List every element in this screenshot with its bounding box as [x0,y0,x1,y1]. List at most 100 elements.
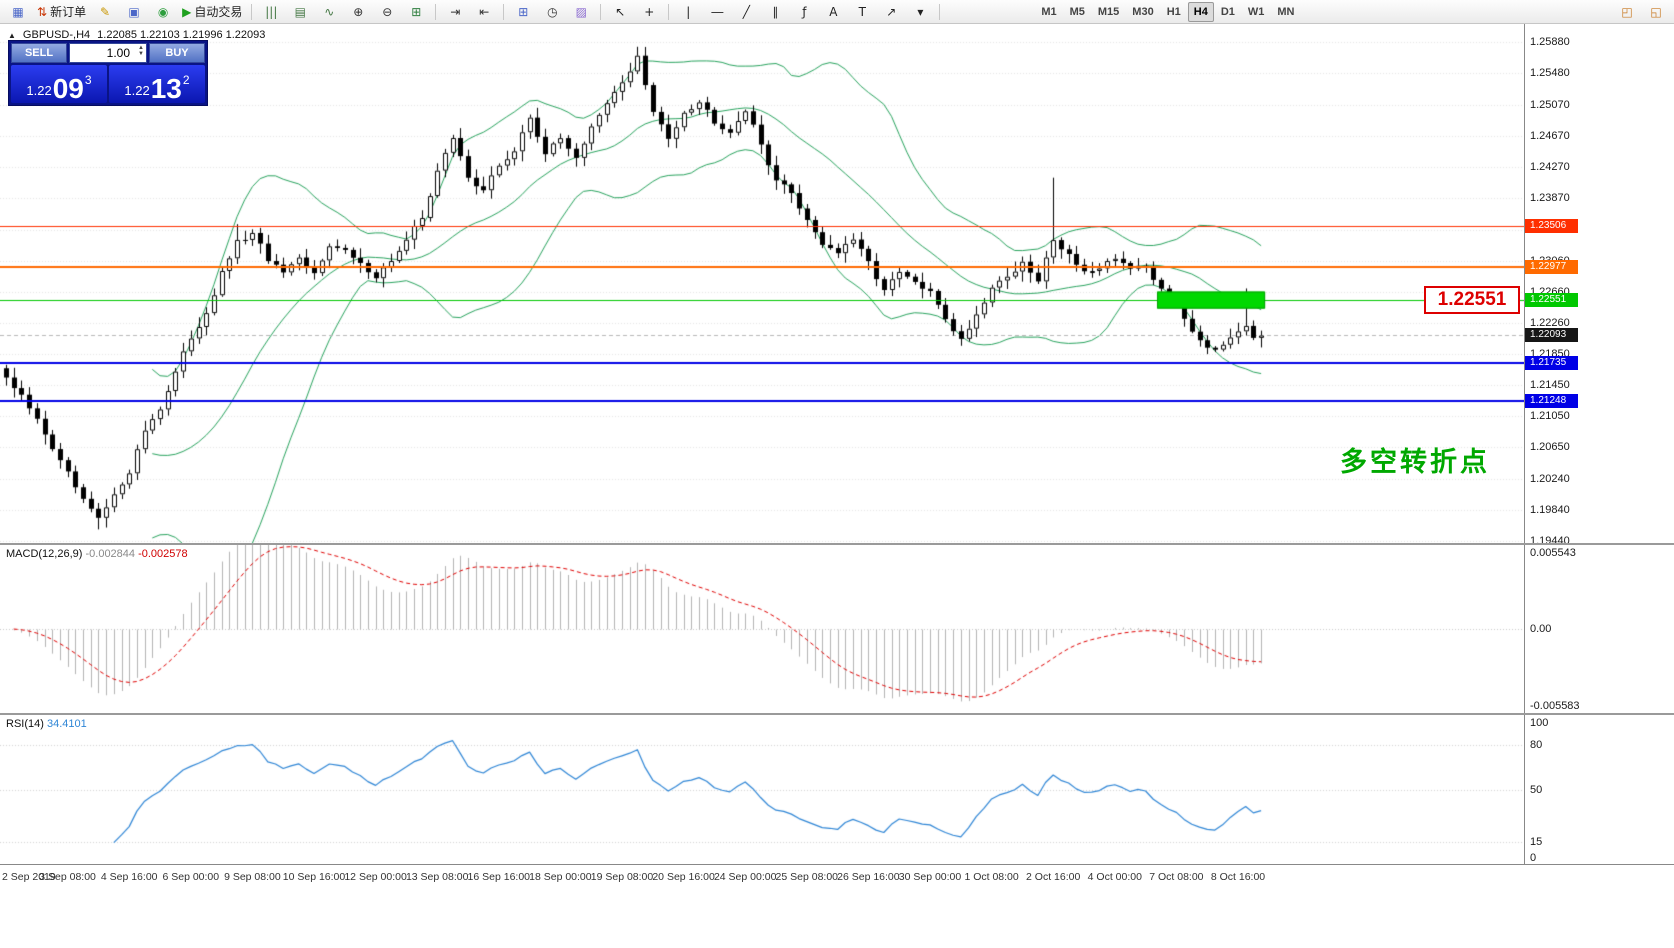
buy-price-sup: 2 [182,73,190,87]
toolbar-separator [503,3,505,20]
buy-price-base: 1.22 [124,83,150,98]
crosshair-button[interactable]: + [635,1,663,23]
axis-label: 1.21450 [1530,379,1570,392]
tile-windows-button[interactable]: ⊞ [402,1,430,23]
macd-indicator-label: MACD(12,26,9) -0.002844 -0.002578 [6,548,188,560]
axis-label: 50 [1530,783,1543,796]
buy-button[interactable]: BUY [149,43,205,63]
axis-label: 80 [1530,738,1543,751]
macd-value-signal: -0.002578 [138,548,188,560]
axis-label: 1.20650 [1530,441,1570,454]
vertical-line-button[interactable]: | [674,1,702,23]
candlestick-chart-button[interactable]: ▤ [286,1,314,23]
text-button[interactable]: A [819,1,847,23]
fibonacci-icon: ƒ [802,4,807,19]
price-axis[interactable]: 1.25880 1.25480 1.25070 1.24670 1.24270 1.238… [1524,24,1674,864]
navigator-button[interactable]: ◉ [149,1,177,23]
timeframe-M15[interactable]: M15 [1097,5,1120,18]
price-tag: 1.22551 [1525,292,1578,307]
timeframe-H1[interactable]: H1 [1166,5,1181,18]
panel-splitter[interactable] [0,543,1674,545]
chat-button[interactable]: ◱ [1642,1,1670,23]
zoom-in-button[interactable]: ⊕ [344,1,372,23]
collapse-trade-panel-icon[interactable]: ▲ [8,30,16,40]
candlestick-chart-icon: ▤ [294,4,306,19]
sell-price-base: 1.22 [26,83,52,98]
timeframe-M1[interactable]: M1 [1041,5,1057,18]
price-tag: 1.21735 [1525,356,1578,371]
chart-shift-button[interactable]: ⇤ [470,1,498,23]
text-label-icon: T [858,4,866,19]
axis-label: 15 [1530,835,1543,848]
timeframe-toolbar: M1 M5 M15 M30 H1 H4 D1 W1 MN [1035,1,1300,22]
fibonacci-button[interactable]: ƒ [790,1,818,23]
chart-title: ▲ GBPUSD-,H4 1.22085 1.22103 1.21996 1.2… [8,29,265,41]
new-chart-button[interactable]: ⊞ [509,1,537,23]
timeframe-W1[interactable]: W1 [1247,5,1265,18]
profiles-button[interactable]: ◷ [538,1,566,23]
time-label: 3 Sep 08:00 [39,871,96,883]
auto-trading-button[interactable]: ▶ 自动交易 [178,1,246,23]
zoom-in-icon: ⊕ [353,4,364,19]
objects-dropdown-button[interactable]: ▾ [906,1,934,23]
profiles-icon: ◷ [547,4,558,19]
community-button[interactable]: ◰ [1613,1,1641,23]
volume-input[interactable]: 1.00 ▲ ▼ [69,43,147,63]
chart-window-icon: ▦ [12,4,24,19]
tile-windows-icon: ⊞ [411,4,422,19]
trade-panel-prices: 1.22 09 3 1.22 13 2 [11,65,205,103]
time-label: 10 Sep 16:00 [282,871,346,883]
time-label: 9 Sep 08:00 [224,871,281,883]
auto-trading-label: 自动交易 [194,5,243,19]
templates-button[interactable]: ▨ [567,1,595,23]
price-chart-canvas[interactable] [0,24,1524,543]
time-label: 19 Sep 08:00 [590,871,654,883]
buy-price-big: 13 [150,73,182,105]
data-window-button[interactable]: ▣ [120,1,148,23]
axis-label: 1.25880 [1530,36,1570,49]
text-label-button[interactable]: T [848,1,876,23]
chat-icon: ◱ [1650,4,1662,19]
timeframe-MN[interactable]: MN [1277,5,1295,18]
bar-chart-button[interactable]: ||| [257,1,285,23]
vertical-line-icon: | [686,4,691,19]
chart-window-button[interactable]: ▦ [4,1,32,23]
macd-canvas[interactable] [0,545,1524,713]
sell-price-display[interactable]: 1.22 09 3 [11,65,107,103]
panel-splitter[interactable] [0,713,1674,715]
time-label: 4 Oct 00:00 [1087,871,1142,883]
spin-up-icon[interactable]: ▲ [138,45,144,51]
price-tag: 1.23506 [1525,219,1578,234]
sell-button[interactable]: SELL [11,43,67,63]
volume-spinner[interactable]: ▲ ▼ [138,45,144,57]
rsi-value: 34.4101 [46,718,87,730]
new-order-button[interactable]: ⇅ 新订单 [33,1,90,23]
price-level-callout: 1.22551 [1424,286,1520,314]
timeframe-H4[interactable]: H4 [1187,1,1214,22]
metaeditor-button[interactable]: ✎ [91,1,119,23]
axis-label: 1.25480 [1530,67,1570,80]
time-axis[interactable]: 2 Sep 2019 3 Sep 08:00 4 Sep 16:00 6 Sep 00… [0,864,1674,948]
timeframe-M30[interactable]: M30 [1132,5,1154,18]
buy-price-display[interactable]: 1.22 13 2 [109,65,205,103]
arrows-icon: ↗ [886,4,897,19]
community-icon: ◰ [1621,4,1633,19]
arrows-button[interactable]: ↗ [877,1,905,23]
time-label: 18 Sep 00:00 [529,871,592,883]
timeframe-M5[interactable]: M5 [1069,5,1085,18]
price-tag: 1.21248 [1525,393,1578,408]
axis-label: -0.005583 [1530,700,1580,712]
spin-down-icon[interactable]: ▼ [138,51,144,57]
rsi-canvas[interactable] [0,715,1524,864]
turning-point-annotation: 多空转折点 [1340,447,1490,477]
timeframe-D1[interactable]: D1 [1220,5,1235,18]
auto-scroll-button[interactable]: ⇥ [441,1,469,23]
equidistant-channel-button[interactable]: ∥ [761,1,789,23]
templates-icon: ▨ [575,4,587,19]
axis-label: 0 [1530,852,1537,864]
zoom-out-button[interactable]: ⊖ [373,1,401,23]
line-chart-button[interactable]: ∿ [315,1,343,23]
trendline-button[interactable]: ╱ [732,1,760,23]
horizontal-line-button[interactable]: ― [703,1,731,23]
cursor-button[interactable]: ↖ [606,1,634,23]
